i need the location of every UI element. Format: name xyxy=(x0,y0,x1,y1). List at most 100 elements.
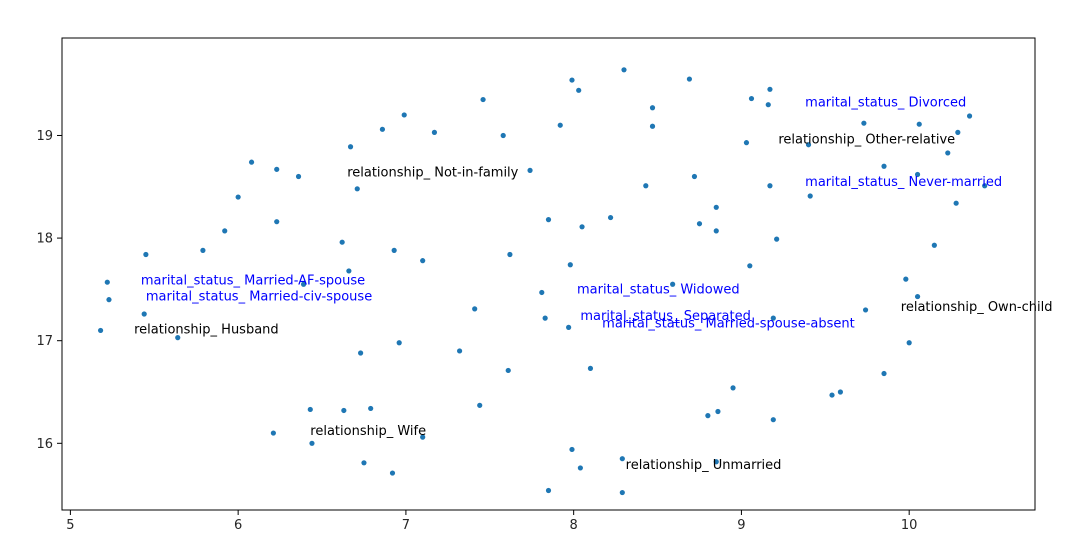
x-tick-label: 9 xyxy=(737,518,745,533)
plot-frame xyxy=(61,37,1036,511)
data-point xyxy=(649,123,656,129)
data-point xyxy=(715,408,721,415)
data-point xyxy=(619,456,625,462)
data-point xyxy=(431,129,438,135)
y-tick-label: 16 xyxy=(36,437,53,452)
data-point xyxy=(770,315,776,321)
data-point xyxy=(747,263,753,269)
data-point xyxy=(955,129,961,135)
data-point xyxy=(472,306,478,312)
data-point xyxy=(396,340,402,346)
data-point xyxy=(505,367,511,374)
data-point xyxy=(339,239,345,245)
data-point xyxy=(379,126,386,132)
y-tick-label: 17 xyxy=(36,334,53,349)
data-point xyxy=(914,293,921,300)
annotation-label: relationship_ Husband xyxy=(134,323,279,338)
data-point xyxy=(607,214,614,221)
data-point xyxy=(916,121,922,127)
annotation-label: relationship_ Wife xyxy=(310,424,426,439)
annotation-label: marital_status_ Married-spouse-absent xyxy=(602,316,855,331)
x-axis: 5 6 7 8 9 10 xyxy=(66,510,917,533)
data-point xyxy=(576,87,582,93)
data-point xyxy=(507,251,513,258)
data-point xyxy=(566,324,572,330)
data-point xyxy=(743,140,750,146)
data-point xyxy=(767,183,773,189)
data-point xyxy=(579,224,585,230)
y-tick-label: 18 xyxy=(36,232,53,247)
annotation-label: marital_status_ Married-civ-spouse xyxy=(146,290,372,305)
data-point xyxy=(527,167,533,173)
data-point xyxy=(97,327,104,334)
data-point xyxy=(368,405,374,412)
data-point xyxy=(347,144,354,150)
data-point xyxy=(770,417,776,423)
data-point xyxy=(953,200,959,206)
annotation-label: marital_status_ Never-married xyxy=(805,175,1002,190)
data-point xyxy=(805,142,812,148)
annotations: relationship_ Not-in-family marital_statu… xyxy=(134,96,1052,473)
data-point xyxy=(346,268,352,274)
data-point xyxy=(274,166,280,172)
data-point xyxy=(361,460,367,466)
y-tick-label: 19 xyxy=(36,129,53,144)
data-point xyxy=(274,219,280,225)
data-point xyxy=(480,96,486,103)
x-tick-label: 5 xyxy=(66,518,74,533)
data-point xyxy=(862,307,869,313)
data-point xyxy=(649,105,656,111)
data-point xyxy=(696,221,703,227)
x-tick-label: 8 xyxy=(570,518,578,533)
data-point xyxy=(643,183,649,189)
data-point xyxy=(903,276,909,282)
data-point xyxy=(621,67,627,73)
data-point xyxy=(705,413,711,419)
data-point xyxy=(945,150,951,156)
data-point xyxy=(829,392,835,398)
data-point xyxy=(456,348,463,354)
data-point xyxy=(982,183,988,189)
data-point xyxy=(931,242,937,248)
data-point xyxy=(567,262,573,268)
data-point xyxy=(389,470,396,476)
y-axis: 16 17 18 19 xyxy=(36,129,62,452)
data-point xyxy=(500,132,506,139)
data-point xyxy=(106,297,112,303)
data-point xyxy=(861,120,867,126)
data-point xyxy=(881,163,887,169)
x-tick-label: 6 xyxy=(234,518,242,533)
annotation-label: marital_status_ Widowed xyxy=(577,282,740,297)
data-point xyxy=(341,407,347,414)
data-point xyxy=(881,370,887,377)
data-point xyxy=(295,173,302,180)
data-point xyxy=(587,365,594,371)
data-point xyxy=(914,171,921,178)
data-point xyxy=(235,194,241,200)
data-points xyxy=(97,67,988,496)
data-point xyxy=(539,289,545,296)
data-point xyxy=(270,430,276,436)
data-point xyxy=(420,434,426,440)
annotation-label: relationship_ Not-in-family xyxy=(347,166,518,181)
data-point xyxy=(619,489,625,496)
data-point xyxy=(577,465,583,471)
data-point xyxy=(713,204,719,210)
data-point xyxy=(248,159,255,165)
data-point xyxy=(730,385,736,391)
data-point xyxy=(686,76,693,82)
data-point xyxy=(200,247,206,253)
data-point xyxy=(545,487,552,494)
data-point xyxy=(569,446,575,453)
data-point xyxy=(401,112,407,118)
data-point xyxy=(670,281,676,287)
annotation-label: marital_status_ Married-AF-spouse xyxy=(141,273,365,288)
data-point xyxy=(569,77,575,83)
data-point xyxy=(104,279,110,285)
data-point xyxy=(691,173,698,180)
data-point xyxy=(837,389,844,395)
data-point xyxy=(542,315,548,321)
x-tick-label: 10 xyxy=(901,518,918,533)
data-point xyxy=(713,228,719,234)
